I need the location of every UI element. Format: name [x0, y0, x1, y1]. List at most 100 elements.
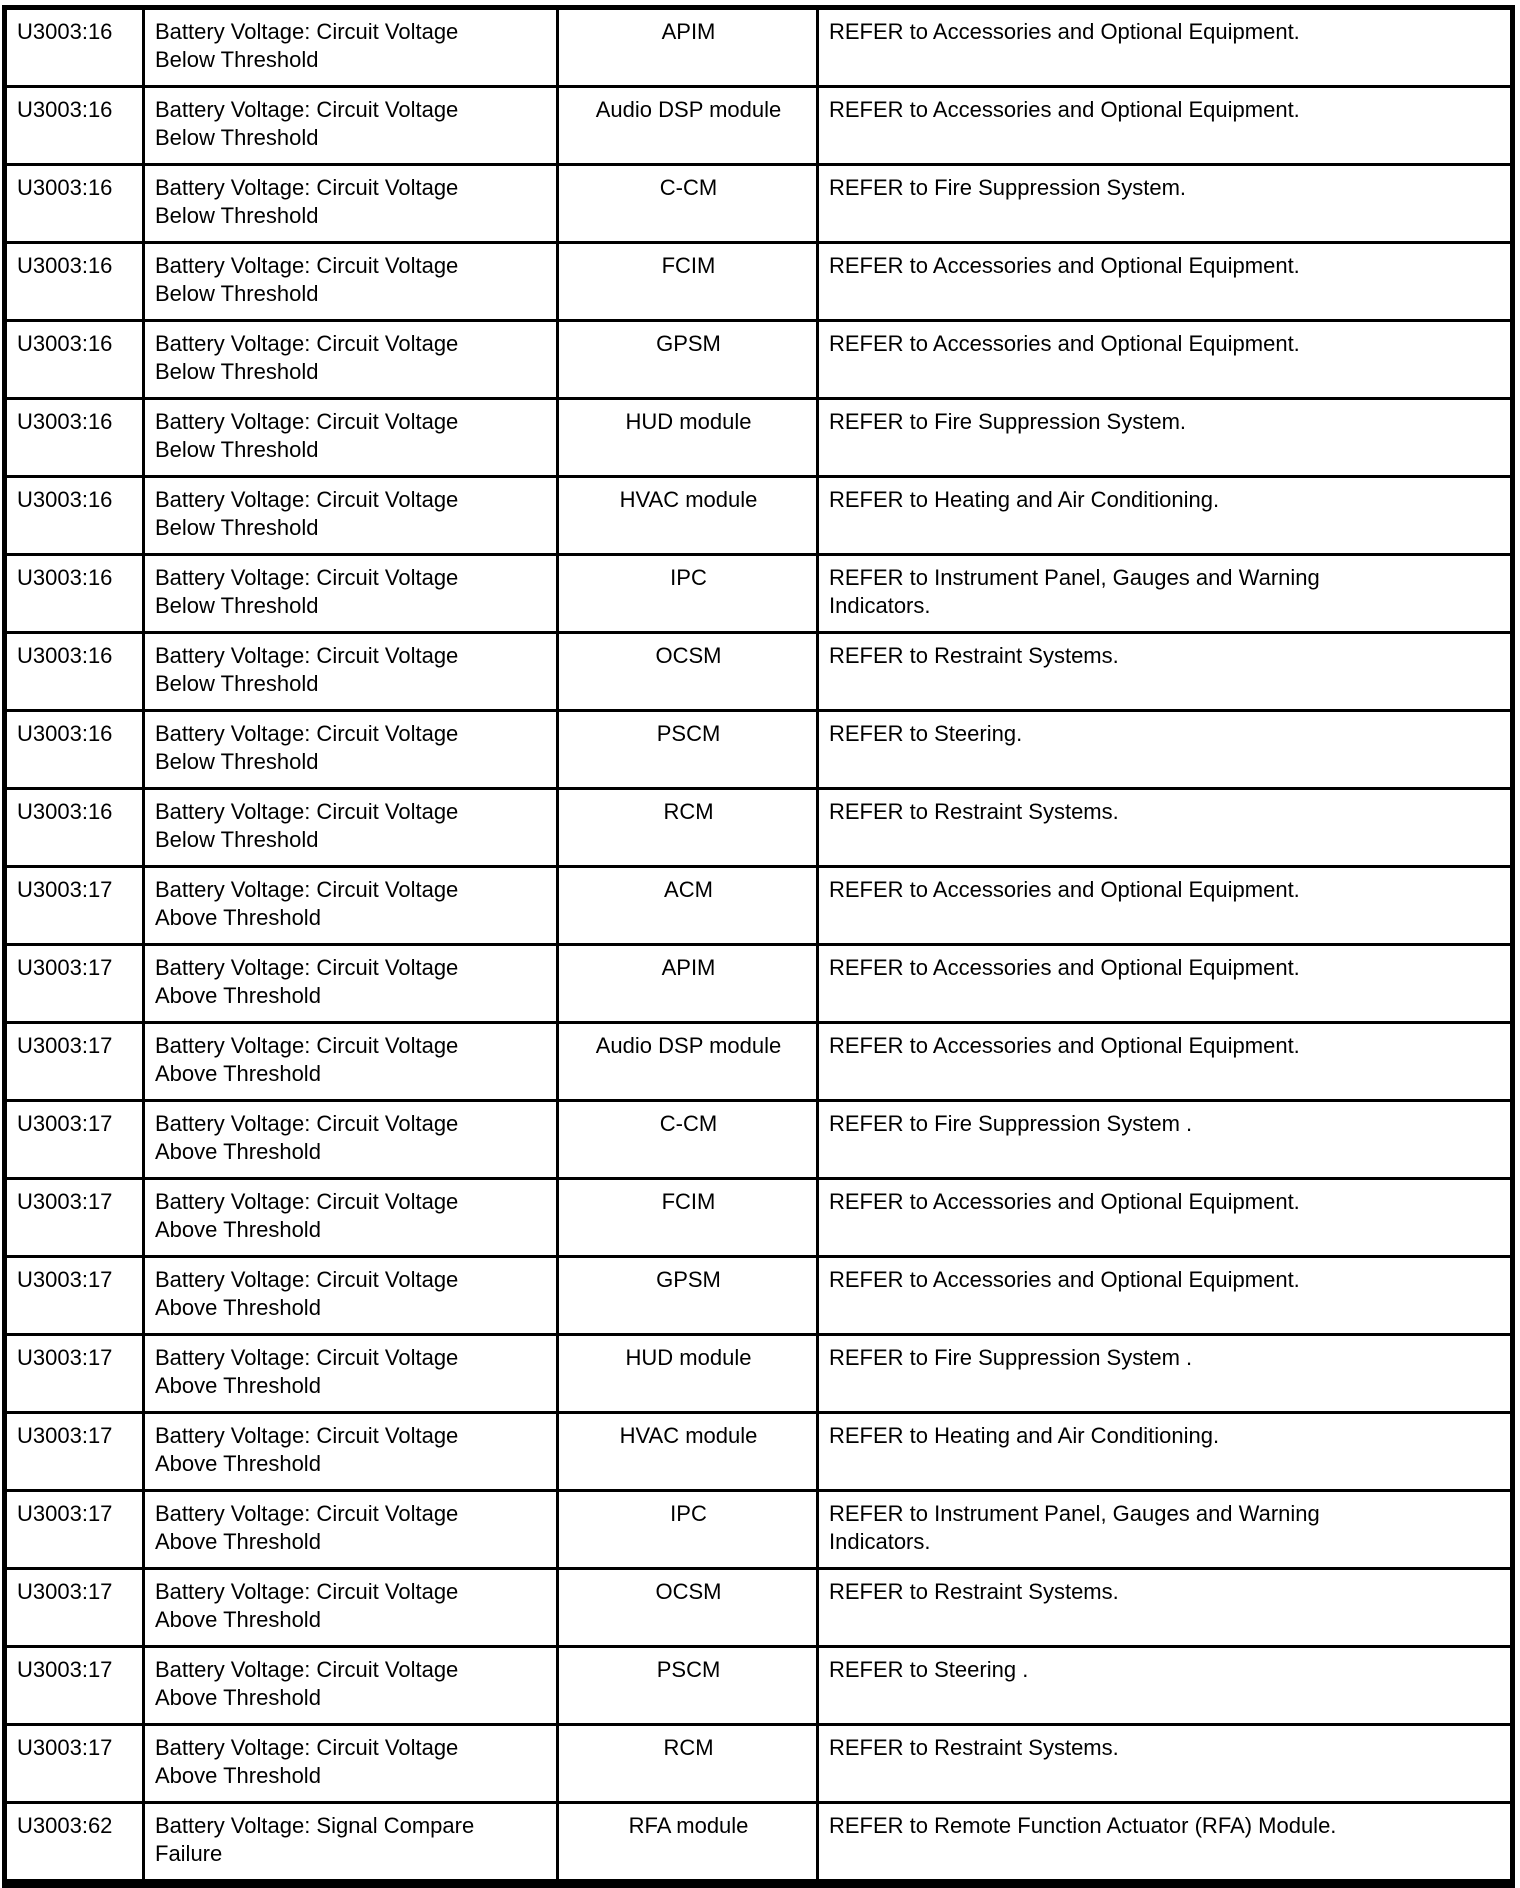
module-cell: HVAC module: [556, 475, 819, 556]
dtc-code-cell: U3003:16: [3, 553, 145, 634]
dtc-code-cell: U3003:17: [3, 1177, 145, 1258]
dtc-description-cell: Battery Voltage: Circuit Voltage Below T…: [142, 241, 559, 322]
table-row: U3003:16 Battery Voltage: Circuit Voltag…: [3, 163, 1514, 244]
action-cell: REFER to Accessories and Optional Equipm…: [816, 85, 1514, 166]
action-cell: REFER to Restraint Systems.: [816, 1567, 1514, 1648]
action-cell: REFER to Heating and Air Conditioning.: [816, 1411, 1514, 1492]
dtc-description-cell: Battery Voltage: Circuit Voltage Below T…: [142, 553, 559, 634]
action-cell: REFER to Restraint Systems.: [816, 1723, 1514, 1804]
action-cell: REFER to Accessories and Optional Equipm…: [816, 943, 1514, 1024]
dtc-description-cell: Battery Voltage: Circuit Voltage Above T…: [142, 1333, 559, 1414]
module-cell: IPC: [556, 1489, 819, 1570]
dtc-code-cell: U3003:16: [3, 631, 145, 712]
table-row: U3003:16 Battery Voltage: Circuit Voltag…: [3, 631, 1514, 712]
table-row: U3003:16 Battery Voltage: Circuit Voltag…: [3, 241, 1514, 322]
module-cell: ACM: [556, 865, 819, 946]
dtc-code-cell: U3003:16: [3, 787, 145, 868]
module-cell: RCM: [556, 787, 819, 868]
dtc-code-cell: U3003:16: [3, 319, 145, 400]
module-cell: GPSM: [556, 319, 819, 400]
module-cell: APIM: [556, 6, 819, 88]
module-cell: HUD module: [556, 397, 819, 478]
dtc-description-cell: Battery Voltage: Circuit Voltage Above T…: [142, 1723, 559, 1804]
action-cell: REFER to Fire Suppression System.: [816, 397, 1514, 478]
action-cell: REFER to Accessories and Optional Equipm…: [816, 241, 1514, 322]
dtc-description-cell: Battery Voltage: Circuit Voltage Above T…: [142, 1021, 559, 1102]
table-row: U3003:17 Battery Voltage: Circuit Voltag…: [3, 1489, 1514, 1570]
action-cell: REFER to Accessories and Optional Equipm…: [816, 1021, 1514, 1102]
table-row: U3003:17 Battery Voltage: Circuit Voltag…: [3, 1411, 1514, 1492]
table-row: U3003:17 Battery Voltage: Circuit Voltag…: [3, 1177, 1514, 1258]
dtc-description-cell: Battery Voltage: Circuit Voltage Above T…: [142, 1645, 559, 1726]
module-cell: IPC: [556, 553, 819, 634]
action-cell: REFER to Accessories and Optional Equipm…: [816, 1255, 1514, 1336]
dtc-code-cell: U3003:16: [3, 475, 145, 556]
dtc-code-cell: U3003:17: [3, 943, 145, 1024]
action-cell: REFER to Restraint Systems.: [816, 631, 1514, 712]
table-row: U3003:16 Battery Voltage: Circuit Voltag…: [3, 475, 1514, 556]
action-cell: REFER to Steering.: [816, 709, 1514, 790]
dtc-code-cell: U3003:16: [3, 241, 145, 322]
dtc-code-cell: U3003:17: [3, 1021, 145, 1102]
dtc-code-cell: U3003:17: [3, 1099, 145, 1180]
dtc-description-cell: Battery Voltage: Signal Compare Failure: [142, 1801, 559, 1885]
dtc-description-cell: Battery Voltage: Circuit Voltage Below T…: [142, 6, 559, 88]
module-cell: RCM: [556, 1723, 819, 1804]
dtc-description-cell: Battery Voltage: Circuit Voltage Below T…: [142, 397, 559, 478]
table-row: U3003:17 Battery Voltage: Circuit Voltag…: [3, 1333, 1514, 1414]
action-cell: REFER to Accessories and Optional Equipm…: [816, 6, 1514, 88]
module-cell: APIM: [556, 943, 819, 1024]
dtc-description-cell: Battery Voltage: Circuit Voltage Above T…: [142, 1567, 559, 1648]
table-row: U3003:17 Battery Voltage: Circuit Voltag…: [3, 943, 1514, 1024]
dtc-description-cell: Battery Voltage: Circuit Voltage Above T…: [142, 1489, 559, 1570]
action-cell: REFER to Remote Function Actuator (RFA) …: [816, 1801, 1514, 1885]
action-cell: REFER to Fire Suppression System.: [816, 163, 1514, 244]
table-row: U3003:17 Battery Voltage: Circuit Voltag…: [3, 1567, 1514, 1648]
dtc-code-cell: U3003:16: [3, 163, 145, 244]
module-cell: OCSM: [556, 1567, 819, 1648]
action-cell: REFER to Heating and Air Conditioning.: [816, 475, 1514, 556]
module-cell: GPSM: [556, 1255, 819, 1336]
table-row: U3003:17 Battery Voltage: Circuit Voltag…: [3, 1255, 1514, 1336]
action-cell: REFER to Instrument Panel, Gauges and Wa…: [816, 1489, 1514, 1570]
module-cell: C-CM: [556, 1099, 819, 1180]
table-row: U3003:16 Battery Voltage: Circuit Voltag…: [3, 6, 1514, 88]
dtc-description-cell: Battery Voltage: Circuit Voltage Above T…: [142, 1099, 559, 1180]
dtc-code-cell: U3003:17: [3, 1723, 145, 1804]
table-row: U3003:17 Battery Voltage: Circuit Voltag…: [3, 1645, 1514, 1726]
dtc-code-cell: U3003:17: [3, 1567, 145, 1648]
dtc-code-cell: U3003:62: [3, 1801, 145, 1885]
table-row: U3003:16 Battery Voltage: Circuit Voltag…: [3, 709, 1514, 790]
dtc-code-cell: U3003:16: [3, 709, 145, 790]
dtc-code-cell: U3003:17: [3, 1255, 145, 1336]
dtc-description-cell: Battery Voltage: Circuit Voltage Below T…: [142, 85, 559, 166]
dtc-code-cell: U3003:17: [3, 865, 145, 946]
dtc-description-cell: Battery Voltage: Circuit Voltage Below T…: [142, 787, 559, 868]
dtc-description-cell: Battery Voltage: Circuit Voltage Below T…: [142, 631, 559, 712]
action-cell: REFER to Instrument Panel, Gauges and Wa…: [816, 553, 1514, 634]
table-row: U3003:62 Battery Voltage: Signal Compare…: [3, 1801, 1514, 1885]
dtc-description-cell: Battery Voltage: Circuit Voltage Below T…: [142, 319, 559, 400]
dtc-description-cell: Battery Voltage: Circuit Voltage Above T…: [142, 865, 559, 946]
table-row: U3003:17 Battery Voltage: Circuit Voltag…: [3, 1723, 1514, 1804]
module-cell: FCIM: [556, 241, 819, 322]
dtc-description-cell: Battery Voltage: Circuit Voltage Below T…: [142, 163, 559, 244]
dtc-description-cell: Battery Voltage: Circuit Voltage Below T…: [142, 709, 559, 790]
action-cell: REFER to Accessories and Optional Equipm…: [816, 865, 1514, 946]
dtc-code-cell: U3003:17: [3, 1411, 145, 1492]
dtc-code-cell: U3003:17: [3, 1489, 145, 1570]
module-cell: OCSM: [556, 631, 819, 712]
dtc-description-cell: Battery Voltage: Circuit Voltage Below T…: [142, 475, 559, 556]
dtc-description-cell: Battery Voltage: Circuit Voltage Above T…: [142, 1177, 559, 1258]
module-cell: HVAC module: [556, 1411, 819, 1492]
dtc-description-cell: Battery Voltage: Circuit Voltage Above T…: [142, 1411, 559, 1492]
table-row: U3003:16 Battery Voltage: Circuit Voltag…: [3, 553, 1514, 634]
module-cell: Audio DSP module: [556, 85, 819, 166]
action-cell: REFER to Steering .: [816, 1645, 1514, 1726]
dtc-description-cell: Battery Voltage: Circuit Voltage Above T…: [142, 943, 559, 1024]
action-cell: REFER to Restraint Systems.: [816, 787, 1514, 868]
action-cell: REFER to Fire Suppression System .: [816, 1333, 1514, 1414]
dtc-code-cell: U3003:17: [3, 1645, 145, 1726]
module-cell: RFA module: [556, 1801, 819, 1885]
table-row: U3003:16 Battery Voltage: Circuit Voltag…: [3, 397, 1514, 478]
